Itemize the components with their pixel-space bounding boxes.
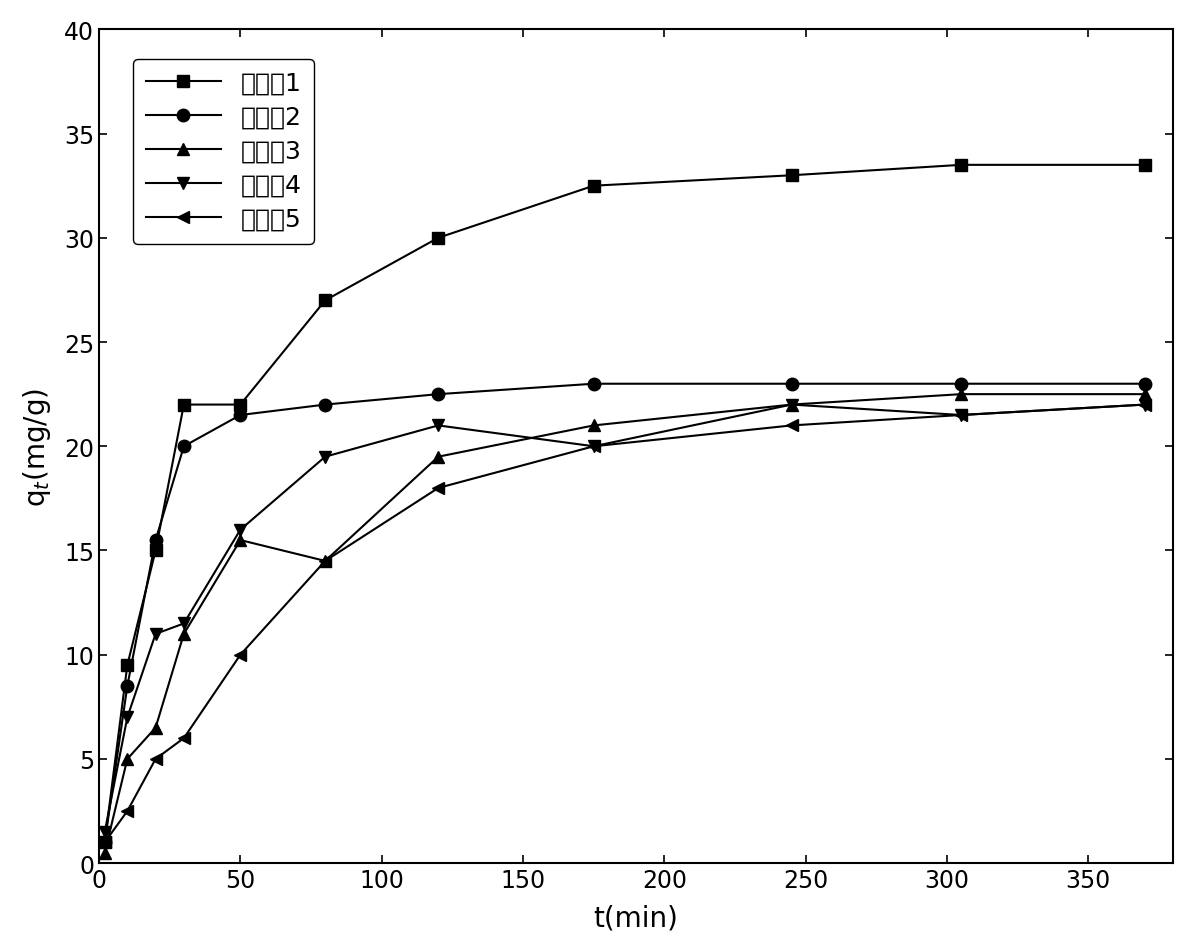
实施例4 bbox=[233, 525, 247, 536]
实施例4 bbox=[1138, 400, 1152, 411]
实施例5 bbox=[431, 483, 445, 494]
实施例3 bbox=[431, 451, 445, 463]
实施例1 bbox=[431, 233, 445, 245]
实施例2 bbox=[1138, 379, 1152, 390]
实施例2 bbox=[148, 535, 162, 546]
实施例4 bbox=[148, 628, 162, 640]
实施例1 bbox=[177, 400, 191, 411]
实施例4 bbox=[586, 441, 601, 452]
实施例3 bbox=[318, 556, 332, 567]
实施例5 bbox=[586, 441, 601, 452]
实施例5 bbox=[148, 753, 162, 764]
Line: 实施例1: 实施例1 bbox=[98, 159, 1151, 848]
实施例5 bbox=[177, 733, 191, 744]
实施例5 bbox=[1138, 400, 1152, 411]
实施例5 bbox=[318, 556, 332, 567]
实施例3 bbox=[98, 847, 112, 859]
实施例3 bbox=[954, 389, 968, 401]
实施例1 bbox=[98, 837, 112, 848]
实施例2 bbox=[431, 389, 445, 401]
实施例2 bbox=[98, 837, 112, 848]
实施例3 bbox=[1138, 389, 1152, 401]
实施例4 bbox=[121, 712, 135, 724]
实施例4 bbox=[318, 451, 332, 463]
实施例2 bbox=[586, 379, 601, 390]
实施例4 bbox=[954, 410, 968, 422]
实施例3 bbox=[784, 400, 799, 411]
实施例2 bbox=[318, 400, 332, 411]
实施例5 bbox=[784, 420, 799, 431]
Y-axis label: q$_t$(mg/g): q$_t$(mg/g) bbox=[20, 387, 53, 506]
实施例1 bbox=[148, 545, 162, 557]
实施例3 bbox=[148, 723, 162, 734]
实施例3 bbox=[233, 535, 247, 546]
实施例2 bbox=[177, 441, 191, 452]
实施例1 bbox=[784, 170, 799, 182]
Line: 实施例4: 实施例4 bbox=[98, 399, 1151, 839]
实施例3 bbox=[177, 628, 191, 640]
实施例2 bbox=[233, 410, 247, 422]
实施例1 bbox=[954, 160, 968, 171]
Line: 实施例2: 实施例2 bbox=[98, 378, 1151, 848]
实施例5 bbox=[121, 805, 135, 817]
实施例1 bbox=[233, 400, 247, 411]
实施例1 bbox=[318, 295, 332, 307]
Line: 实施例5: 实施例5 bbox=[98, 399, 1151, 848]
实施例1 bbox=[586, 181, 601, 192]
实施例4 bbox=[177, 618, 191, 629]
Line: 实施例3: 实施例3 bbox=[98, 388, 1151, 859]
实施例4 bbox=[431, 420, 445, 431]
实施例3 bbox=[121, 753, 135, 764]
实施例5 bbox=[98, 837, 112, 848]
实施例3 bbox=[586, 420, 601, 431]
实施例5 bbox=[233, 649, 247, 661]
实施例5 bbox=[954, 410, 968, 422]
实施例4 bbox=[98, 826, 112, 838]
Legend: 实施例1, 实施例2, 实施例3, 实施例4, 实施例5: 实施例1, 实施例2, 实施例3, 实施例4, 实施例5 bbox=[133, 59, 314, 245]
实施例2 bbox=[954, 379, 968, 390]
X-axis label: t(min): t(min) bbox=[593, 903, 678, 931]
实施例4 bbox=[784, 400, 799, 411]
实施例1 bbox=[121, 660, 135, 671]
实施例2 bbox=[784, 379, 799, 390]
实施例1 bbox=[1138, 160, 1152, 171]
实施例2 bbox=[121, 681, 135, 692]
